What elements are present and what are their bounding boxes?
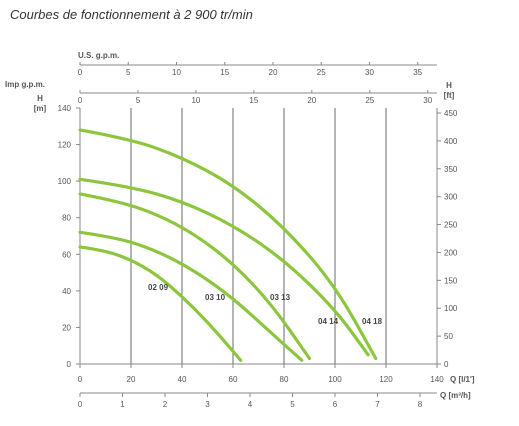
x-tick-label-us: 20	[269, 68, 278, 77]
curve-label-02-09: 02 09	[148, 283, 169, 292]
axes: 0204060801001201400501001502002503003504…	[58, 62, 458, 409]
x-tick-label-imp: 20	[307, 96, 316, 105]
y-tick-label-m: 120	[58, 141, 72, 150]
curve-label-04-14: 04 14	[318, 317, 339, 326]
curve-03-13	[78, 192, 312, 361]
y-tick-label-ft: 0	[444, 360, 449, 369]
y-tick-label-ft: 50	[444, 332, 453, 341]
y-tick-label-m: 80	[62, 214, 71, 223]
curve-04-14	[78, 177, 370, 357]
x-tick-label-us: 35	[413, 68, 422, 77]
curve-04-18	[78, 128, 378, 361]
x-tick-label-m3h: 1	[120, 400, 125, 409]
axis-label-q-l: Q [l/1']	[450, 375, 475, 384]
axis-label-h-left-unit: [m]	[34, 104, 47, 113]
y-tick-label-ft: 200	[444, 248, 458, 257]
y-tick-label-ft: 100	[444, 304, 458, 313]
x-tick-label-q: 40	[178, 375, 187, 384]
x-tick-label-q: 20	[127, 375, 136, 384]
y-tick-label-m: 60	[62, 250, 71, 259]
y-tick-label-m: 40	[62, 287, 71, 296]
curves: 02 09 03 10 03 13 04 14 04 18	[78, 128, 383, 362]
y-tick-label-ft: 150	[444, 276, 458, 285]
axis-labels: U.S. g.p.m.Imp g.p.m.H[m]H[ft]Q [l/1']Q …	[5, 51, 475, 400]
x-tick-label-q: 60	[229, 375, 238, 384]
x-tick-label-m3h: 5	[290, 400, 295, 409]
x-tick-label-q: 100	[328, 375, 342, 384]
y-tick-label-m: 140	[58, 104, 72, 113]
x-tick-label-us: 0	[78, 68, 83, 77]
axis-label-imp-gpm: Imp g.p.m.	[5, 80, 45, 89]
y-tick-label-m: 0	[67, 360, 72, 369]
x-tick-label-us: 25	[317, 68, 326, 77]
x-tick-label-us: 5	[126, 68, 131, 77]
x-tick-label-m3h: 2	[163, 400, 168, 409]
x-tick-label-imp: 30	[423, 96, 432, 105]
x-tick-label-m3h: 0	[78, 400, 83, 409]
x-tick-label-us: 15	[220, 68, 229, 77]
y-tick-label-m: 100	[58, 177, 72, 186]
x-tick-label-q: 140	[430, 375, 444, 384]
axis-label-q-m3h: Q [m³/h]	[440, 391, 471, 400]
y-tick-label-ft: 450	[444, 109, 458, 118]
x-tick-label-us: 10	[172, 68, 181, 77]
axis-label-us-gpm: U.S. g.p.m.	[78, 51, 119, 60]
x-tick-label-imp: 15	[249, 96, 258, 105]
chart-title: Courbes de fonctionnement à 2 900 tr/min	[10, 7, 253, 22]
x-tick-label-q: 0	[78, 375, 83, 384]
x-tick-label-imp: 25	[365, 96, 374, 105]
x-tick-label-q: 80	[280, 375, 289, 384]
x-tick-label-q: 120	[379, 375, 393, 384]
x-tick-label-imp: 10	[191, 96, 200, 105]
y-tick-label-ft: 300	[444, 193, 458, 202]
axis-label-h-left: H	[37, 94, 43, 103]
x-tick-label-imp: 0	[78, 96, 83, 105]
curve-label-03-10: 03 10	[205, 293, 226, 302]
x-tick-label-us: 30	[365, 68, 374, 77]
y-tick-label-ft: 350	[444, 165, 458, 174]
curve-label-03-13: 03 13	[270, 293, 291, 302]
x-tick-label-m3h: 3	[205, 400, 210, 409]
x-tick-label-m3h: 8	[418, 400, 423, 409]
y-tick-label-ft: 250	[444, 221, 458, 230]
x-tick-label-imp: 5	[136, 96, 141, 105]
x-tick-label-m3h: 4	[248, 400, 253, 409]
curve-02-09	[78, 245, 243, 362]
axis-label-h-right: H	[446, 81, 452, 90]
curve-03-10	[78, 230, 304, 362]
axis-label-h-right-unit: [ft]	[444, 91, 455, 100]
y-tick-label-m: 20	[62, 323, 71, 332]
x-tick-label-m3h: 7	[375, 400, 380, 409]
y-tick-label-ft: 400	[444, 137, 458, 146]
curve-label-04-18: 04 18	[362, 317, 383, 326]
x-tick-label-m3h: 6	[333, 400, 338, 409]
